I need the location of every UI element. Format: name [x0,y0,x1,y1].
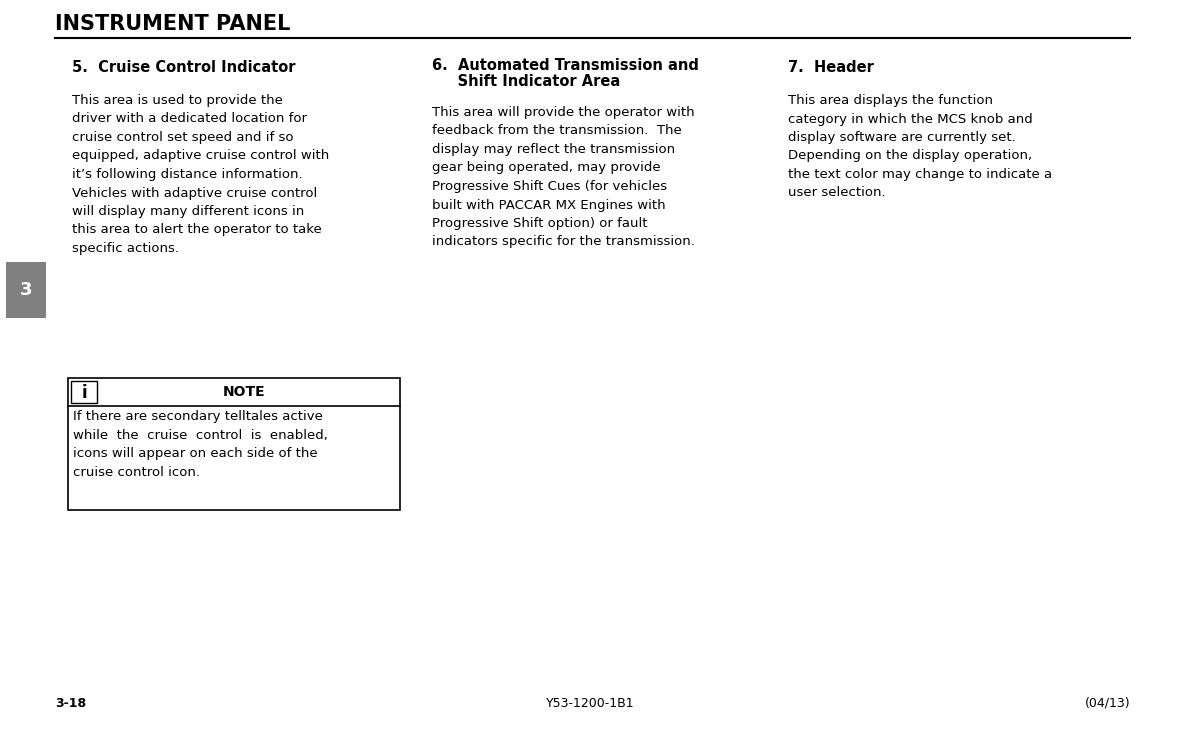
Text: 3: 3 [20,281,32,299]
Text: 6.  Automated Transmission and: 6. Automated Transmission and [432,58,699,73]
Text: (04/13): (04/13) [1084,697,1130,710]
Text: 5.  Cruise Control Indicator: 5. Cruise Control Indicator [72,60,295,75]
Text: i: i [81,384,87,402]
Text: This area will provide the operator with
feedback from the transmission.  The
di: This area will provide the operator with… [432,106,694,248]
Text: NOTE: NOTE [223,385,266,399]
Text: 7.  Header: 7. Header [788,60,874,75]
Text: Shift Indicator Area: Shift Indicator Area [432,74,620,89]
Bar [68,378,400,510]
Text: 3-18: 3-18 [56,697,86,710]
Text: Y53-1200-1B1: Y53-1200-1B1 [546,697,634,710]
Text: INSTRUMENT PANEL: INSTRUMENT PANEL [56,14,291,34]
Bar [71,381,97,403]
Bar [6,262,46,318]
Text: This area displays the function
category in which the MCS knob and
display softw: This area displays the function category… [788,94,1052,200]
Text: This area is used to provide the
driver with a dedicated location for
cruise con: This area is used to provide the driver … [72,94,329,255]
Text: If there are secondary telltales active
while  the  cruise  control  is  enabled: If there are secondary telltales active … [73,410,328,479]
